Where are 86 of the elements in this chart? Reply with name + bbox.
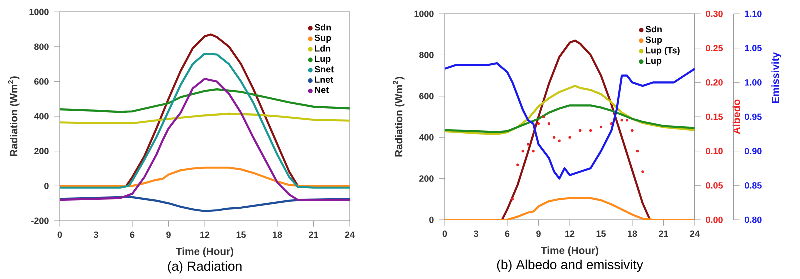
y3-tick-label: 1.00 xyxy=(745,80,762,86)
y-tick-label: 600 xyxy=(34,78,49,85)
x-tick-label: 6 xyxy=(130,232,135,238)
point xyxy=(642,170,644,174)
point xyxy=(537,122,540,126)
line-series xyxy=(60,88,350,114)
line-series xyxy=(445,85,695,136)
y-tick-label: 200 xyxy=(420,176,434,182)
point xyxy=(600,126,603,129)
x-tick-label: 24 xyxy=(690,230,700,238)
point xyxy=(620,119,624,122)
x-tick-label: 12 xyxy=(566,230,575,238)
x-tick-label: 18 xyxy=(273,232,282,238)
legend-label: Net xyxy=(315,87,329,94)
x-axis-title: Time (Hour) xyxy=(541,246,598,256)
y-tick-label: 1000 xyxy=(30,8,49,16)
x-axis-title: Time (Hour) xyxy=(176,248,234,258)
y2-tick-label: 0.15 xyxy=(706,114,724,120)
legend-label: Lup xyxy=(646,58,662,66)
y3-tick-label: 0.95 xyxy=(745,114,762,120)
x-tick-label: 9 xyxy=(536,230,541,238)
x-tick-label: 18 xyxy=(628,230,638,238)
y3-axis-title: Emissivity xyxy=(772,52,782,104)
legend-label: Lup xyxy=(315,56,331,64)
y-tick-label: -200 xyxy=(32,218,49,224)
y2-tick-label: 0.10 xyxy=(706,148,723,155)
y-tick-label: 200 xyxy=(34,148,49,155)
point xyxy=(511,198,514,201)
legend-label: Snet xyxy=(314,66,334,73)
y-tick-label: 800 xyxy=(34,44,49,50)
y2-axis-title: Albedo xyxy=(732,100,740,134)
point xyxy=(579,129,582,132)
point xyxy=(626,119,629,122)
x-tick-label: 9 xyxy=(166,232,171,238)
y3-tick-label: 0.90 xyxy=(745,148,762,155)
point xyxy=(516,164,520,166)
legend-label: Lup (Ts) xyxy=(646,47,680,56)
y-axis-title: Radiation (Wm$^{2}$) xyxy=(8,76,20,156)
y3-tick-label: 1.05 xyxy=(745,45,762,52)
point xyxy=(542,116,546,118)
point xyxy=(532,150,535,153)
y-tick-label: 1000 xyxy=(414,10,434,18)
y-tick-label: 600 xyxy=(420,93,434,100)
text: (a) Radiation xyxy=(168,261,242,274)
x-tick-label: 0 xyxy=(442,230,448,238)
y2-tick-label: 0.20 xyxy=(706,80,723,86)
x-tick-label: 21 xyxy=(309,232,319,238)
legend-label: Sdn xyxy=(314,24,332,31)
y-tick-label: 400 xyxy=(419,134,434,141)
point xyxy=(527,143,530,146)
point xyxy=(636,150,640,153)
point xyxy=(631,129,634,132)
point xyxy=(548,122,550,126)
point xyxy=(568,136,572,139)
legend-label: Sup xyxy=(646,36,662,45)
legend-label: Sup xyxy=(314,34,332,43)
y2-tick-label: 0.00 xyxy=(706,216,723,224)
y-tick-label: 0 xyxy=(430,216,434,224)
x-tick-label: 3 xyxy=(94,232,98,238)
point xyxy=(558,140,561,142)
y-axis-title: Radiation (Wm$^{2}$) xyxy=(393,77,405,157)
legend-label: Ldn xyxy=(315,45,331,52)
point xyxy=(553,136,556,139)
y3-tick-label: 1.10 xyxy=(745,10,762,18)
y3-tick-label: 0.85 xyxy=(745,182,762,189)
y2-tick-label: 0.25 xyxy=(706,45,724,52)
x-tick-label: 3 xyxy=(474,230,478,238)
x-tick-label: 21 xyxy=(659,230,668,238)
x-tick-label: 15 xyxy=(596,230,606,238)
legend-label: Sdn xyxy=(646,26,662,33)
x-tick-label: 6 xyxy=(505,230,510,238)
point xyxy=(522,150,524,153)
text: (b) Albedo and emissivity xyxy=(497,260,644,272)
y2-tick-label: 0.05 xyxy=(706,182,724,189)
x-tick-label: 0 xyxy=(58,232,62,238)
y-tick-label: 0 xyxy=(44,182,49,190)
x-tick-label: 12 xyxy=(200,232,210,238)
point xyxy=(590,129,592,132)
line-series xyxy=(60,112,350,125)
y3-tick-label: 0.80 xyxy=(745,216,762,224)
x-tick-label: 15 xyxy=(236,232,246,238)
legend-label: Lnet xyxy=(315,76,334,83)
y2-tick-label: 0.30 xyxy=(706,10,723,18)
y-tick-label: 400 xyxy=(34,113,49,120)
x-tick-label: 24 xyxy=(345,232,355,238)
y-tick-label: 800 xyxy=(419,52,434,58)
